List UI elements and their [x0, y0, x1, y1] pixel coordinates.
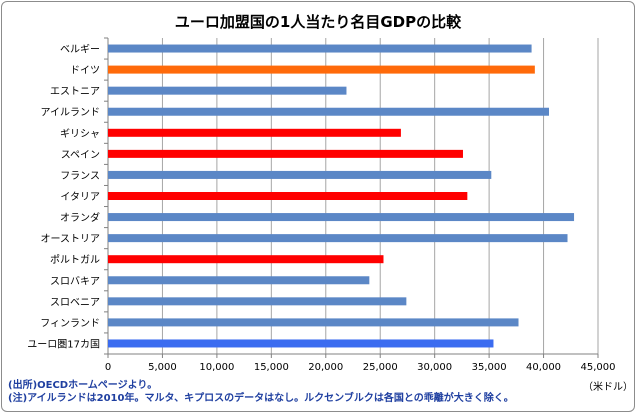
x-tick-label: 40,000	[526, 362, 561, 373]
category-label: ギリシャ	[60, 128, 100, 140]
category-label: スロバキア	[50, 275, 100, 287]
category-label: エストニア	[50, 87, 100, 98]
bar	[108, 192, 468, 200]
bar	[108, 276, 370, 285]
bar	[108, 170, 492, 179]
category-label: オランダ	[60, 211, 100, 224]
category-label: フィンランド	[40, 317, 100, 329]
bar	[108, 44, 532, 53]
bar	[108, 65, 535, 74]
x-tick-label: 5,000	[148, 362, 177, 373]
bar	[108, 107, 549, 116]
bar	[108, 339, 494, 348]
source-note: (出所)OECDホームページより。	[8, 380, 158, 391]
x-tick-label: 20,000	[308, 362, 343, 373]
bar	[108, 234, 568, 243]
x-tick-label: 10,000	[199, 362, 234, 373]
bar	[108, 213, 575, 222]
x-tick-label: 35,000	[472, 362, 507, 373]
x-tick-label: 25,000	[363, 362, 398, 373]
x-tick-label: 0	[105, 362, 111, 373]
x-tick-label: 30,000	[417, 362, 452, 373]
category-label: ドイツ	[70, 66, 100, 77]
category-label: ポルトガル	[50, 254, 100, 266]
bar	[108, 149, 463, 158]
bar	[108, 86, 347, 95]
bar	[108, 297, 407, 306]
bar	[108, 255, 384, 264]
x-tick-label: 45,000	[581, 362, 616, 373]
category-label: ベルギー	[60, 44, 100, 56]
category-label: イタリア	[60, 191, 100, 203]
category-label: オーストリア	[41, 233, 101, 245]
category-label: スペイン	[61, 150, 100, 161]
footnote: (注)アイルランドは2010年。マルタ、キプロスのデータはなし。ルクセンブルクは…	[8, 393, 514, 404]
x-tick-label: 15,000	[254, 362, 289, 373]
chart-notes: (出所)OECDホームページより。 (注)アイルランドは2010年。マルタ、キプ…	[8, 379, 514, 405]
chart-title: ユーロ加盟国の1人当たり名目GDPの比較	[174, 13, 462, 31]
x-axis-unit-label: （米ドル）	[583, 382, 633, 393]
category-label: フランス	[60, 170, 100, 182]
bar	[108, 318, 519, 327]
category-label: アイルランド	[41, 107, 101, 119]
bar	[108, 128, 401, 137]
category-label: スロベニア	[50, 296, 100, 308]
category-label: ユーロ圏17カ国	[27, 338, 100, 350]
